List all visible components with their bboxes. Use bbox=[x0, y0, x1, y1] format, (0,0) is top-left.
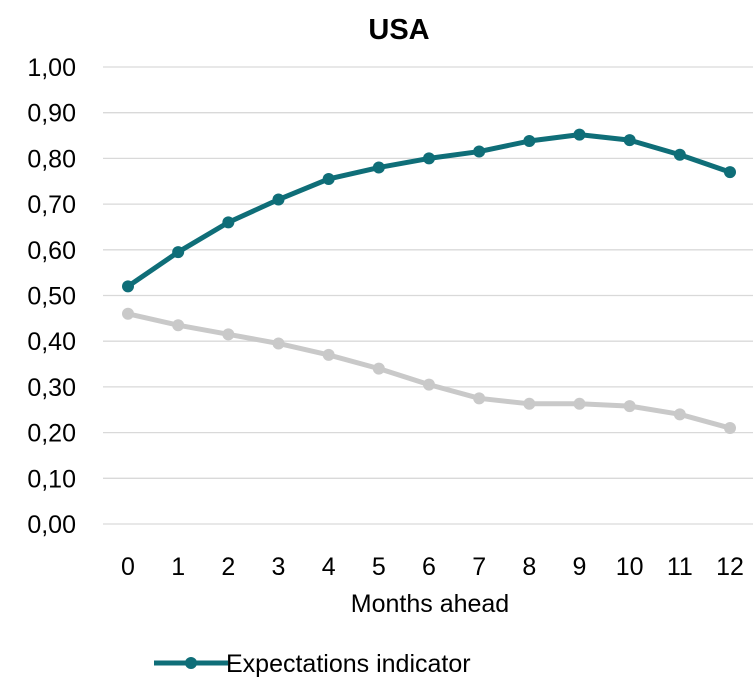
series-line-series-2 bbox=[125, 311, 733, 431]
x-tick-label: 10 bbox=[616, 553, 644, 581]
x-axis-title: Months ahead bbox=[351, 590, 509, 618]
y-tick-label: 0,50 bbox=[27, 283, 76, 311]
data-point-series-2 bbox=[623, 400, 636, 413]
data-point-series-2 bbox=[423, 378, 435, 391]
legend-label-expectations-indicator: Expectations indicator bbox=[226, 650, 471, 678]
data-point-expectations-indicator bbox=[573, 128, 586, 141]
data-point-expectations-indicator bbox=[473, 145, 486, 158]
x-tick-label: 11 bbox=[667, 553, 693, 581]
data-point-series-2 bbox=[372, 362, 385, 375]
y-tick-label: 0,60 bbox=[27, 237, 76, 265]
data-point-expectations-indicator bbox=[372, 161, 385, 174]
x-axis-ticks: 0 1 2 3 4 5 6 7 8 9 10 11 12 bbox=[121, 553, 744, 581]
series-lines bbox=[122, 128, 736, 435]
y-axis-ticks: 0,00 0,10 0,20 0,30 0,40 0,50 0,60 0,70 0,80 0,90… bbox=[27, 54, 76, 539]
data-point-expectations-indicator bbox=[172, 246, 185, 259]
x-tick-label: 12 bbox=[716, 553, 744, 581]
data-point-expectations-indicator bbox=[623, 134, 636, 147]
data-point-series-2 bbox=[272, 337, 285, 350]
y-tick-label: 0,70 bbox=[27, 191, 76, 219]
legend: Expectations indicator bbox=[154, 650, 471, 678]
data-point-expectations-indicator bbox=[322, 172, 335, 185]
x-tick-label: 6 bbox=[422, 553, 436, 581]
data-point-expectations-indicator bbox=[673, 148, 686, 161]
data-point-expectations-indicator bbox=[724, 166, 736, 179]
data-point-series-2 bbox=[573, 397, 586, 410]
data-point-series-2 bbox=[122, 307, 134, 320]
data-point-expectations-indicator bbox=[272, 193, 285, 206]
y-tick-label: 0,40 bbox=[27, 328, 76, 356]
data-point-series-2 bbox=[473, 392, 486, 405]
x-tick-label: 0 bbox=[121, 553, 135, 581]
data-point-series-2 bbox=[673, 408, 686, 421]
y-tick-label: 0,30 bbox=[27, 374, 76, 402]
x-tick-label: 5 bbox=[372, 553, 386, 581]
data-point-expectations-indicator bbox=[523, 135, 536, 148]
gridlines bbox=[103, 66, 753, 525]
data-point-expectations-indicator bbox=[423, 152, 435, 165]
x-tick-label: 1 bbox=[171, 553, 185, 581]
data-point-series-2 bbox=[172, 319, 185, 332]
y-tick-label: 0,00 bbox=[27, 511, 76, 539]
x-tick-label: 4 bbox=[322, 553, 336, 581]
x-tick-label: 8 bbox=[522, 553, 536, 581]
y-tick-label: 0,80 bbox=[27, 145, 76, 173]
data-point-series-2 bbox=[724, 422, 736, 435]
y-tick-label: 0,20 bbox=[27, 420, 76, 448]
y-tick-label: 0,10 bbox=[27, 465, 76, 493]
x-tick-label: 9 bbox=[573, 553, 587, 581]
y-tick-label: 0,90 bbox=[27, 100, 76, 128]
series-series-2 bbox=[122, 307, 736, 435]
chart-title: USA bbox=[368, 14, 429, 46]
series-expectations-indicator bbox=[122, 128, 736, 293]
x-tick-label: 3 bbox=[272, 553, 286, 581]
data-point-series-2 bbox=[523, 397, 536, 410]
data-point-series-2 bbox=[322, 348, 335, 361]
data-point-series-2 bbox=[222, 328, 235, 341]
legend-swatch-marker bbox=[185, 657, 197, 669]
x-tick-label: 7 bbox=[472, 553, 486, 581]
y-tick-label: 1,00 bbox=[27, 54, 76, 82]
data-point-expectations-indicator bbox=[122, 280, 134, 293]
data-point-expectations-indicator bbox=[222, 216, 235, 229]
x-tick-label: 2 bbox=[221, 553, 235, 581]
